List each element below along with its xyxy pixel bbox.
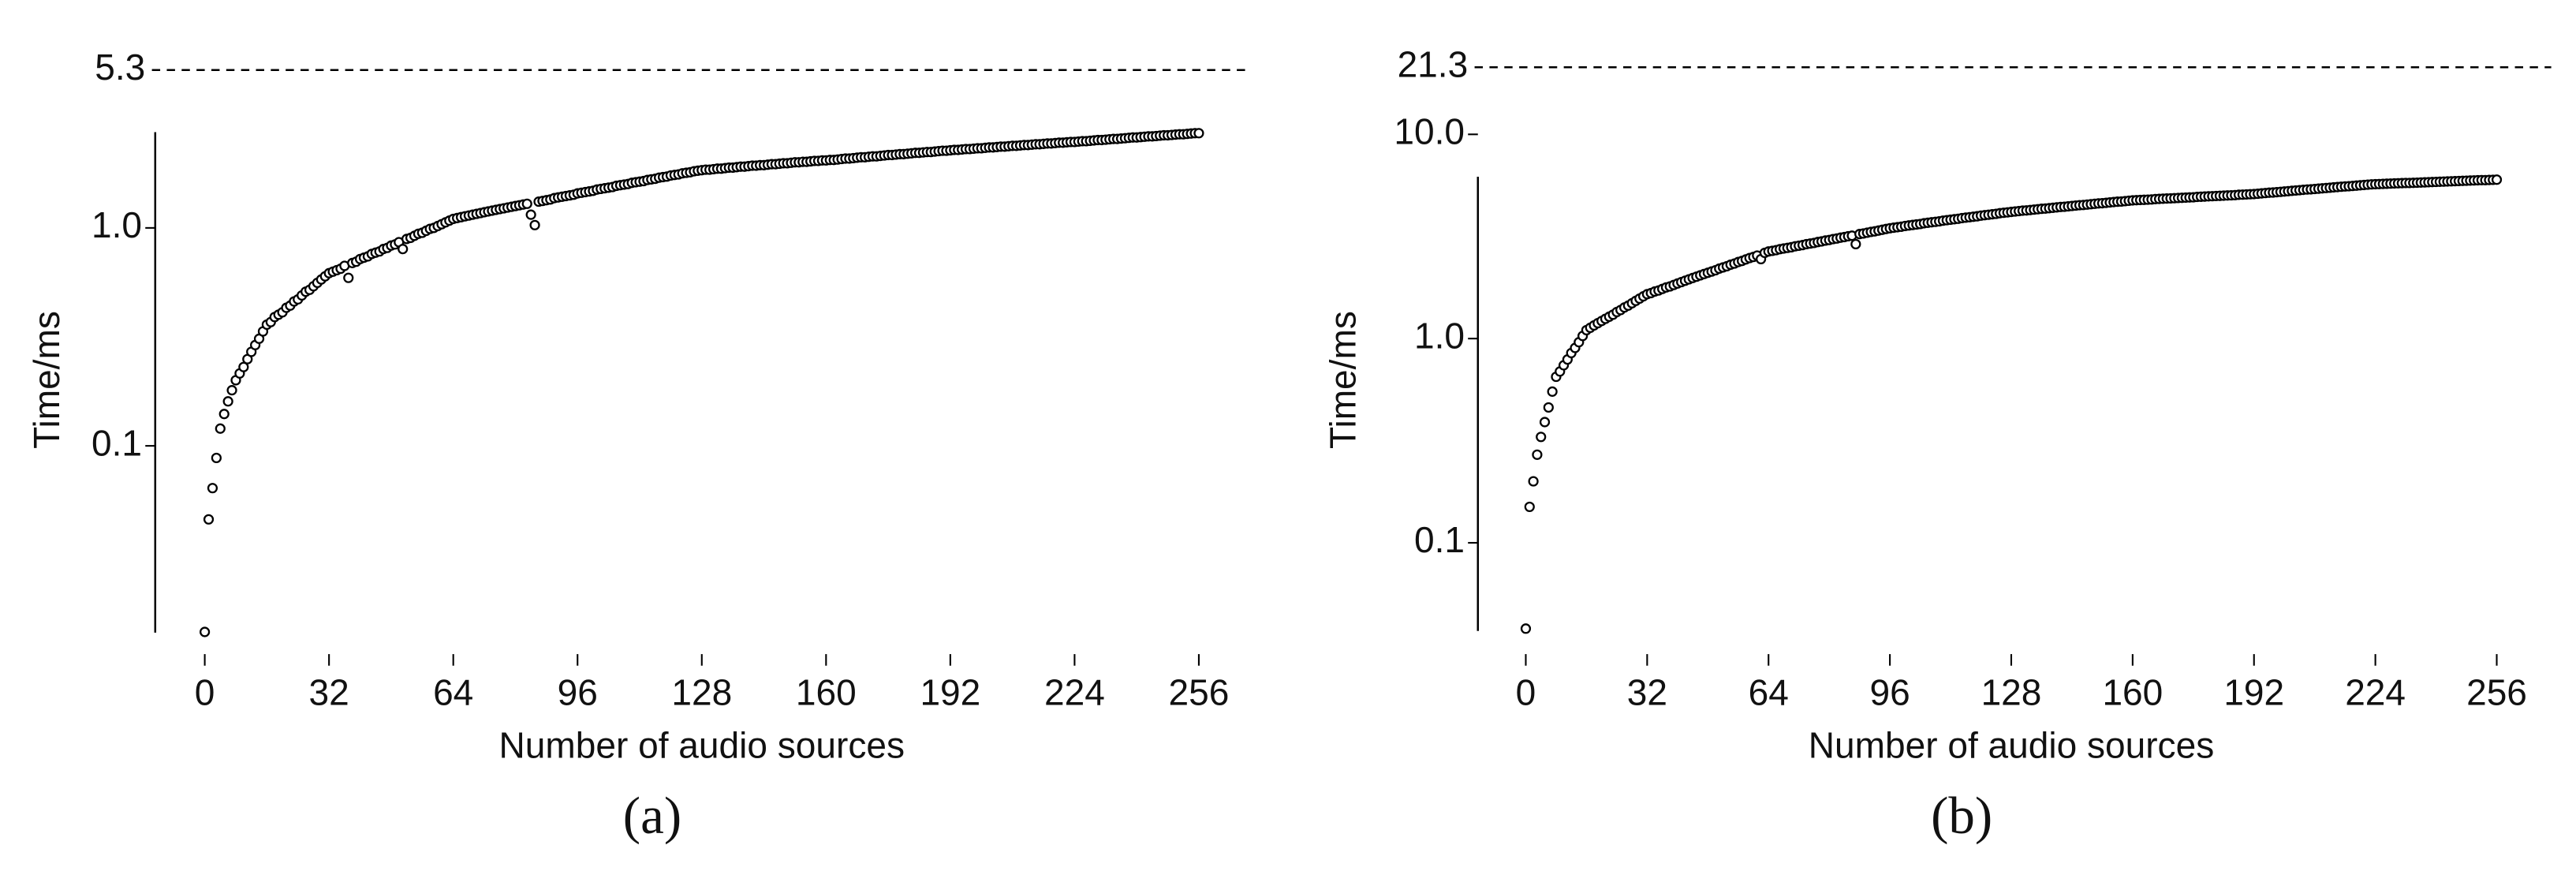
y-tick-label: 1.0 <box>91 204 142 245</box>
panel-label: (a) <box>623 787 681 845</box>
x-tick-label: 64 <box>433 672 473 713</box>
y-tick-label: 1.0 <box>1414 315 1465 356</box>
data-point <box>203 514 215 525</box>
x-axis-label: Number of audio sources <box>499 725 905 766</box>
x-tick-label: 160 <box>2102 672 2163 713</box>
y-tick-label: 0.1 <box>1414 519 1465 560</box>
x-tick-label: 32 <box>1627 672 1667 713</box>
y-axis-label: Time/ms <box>1322 311 1363 449</box>
reference-label: 21.3 <box>1398 43 1469 84</box>
data-point <box>1543 402 1554 413</box>
data-point <box>1539 417 1551 428</box>
data-point <box>529 219 540 230</box>
data-point <box>2491 174 2503 185</box>
data-point <box>521 198 532 209</box>
data-point <box>525 209 536 220</box>
x-tick-label: 96 <box>1870 672 1910 713</box>
x-tick-label: 0 <box>195 672 215 713</box>
data-point <box>343 272 354 283</box>
x-tick-label: 64 <box>1749 672 1789 713</box>
y-tick-label: 0.1 <box>91 422 142 463</box>
data-point <box>1850 238 1861 250</box>
x-tick-label: 128 <box>671 672 732 713</box>
data-point <box>1528 476 1539 487</box>
reference-label: 5.3 <box>95 47 145 88</box>
data-point <box>398 244 409 255</box>
data-point <box>218 409 230 420</box>
data-point <box>215 423 226 434</box>
data-point <box>1547 386 1558 397</box>
data-point <box>1536 432 1547 443</box>
panel-label: (b) <box>1931 787 1992 845</box>
data-point <box>222 396 233 407</box>
data-point <box>1532 449 1543 460</box>
data-point <box>207 483 218 494</box>
data-point <box>1520 623 1532 634</box>
x-tick-label: 224 <box>2345 672 2406 713</box>
x-tick-label: 192 <box>2223 672 2284 713</box>
x-tick-label: 256 <box>1169 672 1230 713</box>
x-tick-label: 128 <box>1981 672 2042 713</box>
x-tick-label: 160 <box>796 672 857 713</box>
y-axis-label: Time/ms <box>26 311 67 449</box>
data-point <box>1524 501 1535 513</box>
data-point <box>226 385 237 396</box>
x-tick-label: 192 <box>920 672 980 713</box>
data-point <box>200 626 211 637</box>
x-tick-label: 96 <box>558 672 598 713</box>
data-point <box>211 452 222 464</box>
y-tick-label: 10.0 <box>1394 110 1465 151</box>
x-tick-label: 32 <box>309 672 349 713</box>
data-point <box>238 361 249 372</box>
x-axis-label: Number of audio sources <box>1809 725 2214 766</box>
x-tick-label: 224 <box>1044 672 1105 713</box>
x-tick-label: 0 <box>1516 672 1536 713</box>
data-point <box>1193 128 1204 139</box>
x-tick-label: 256 <box>2466 672 2527 713</box>
